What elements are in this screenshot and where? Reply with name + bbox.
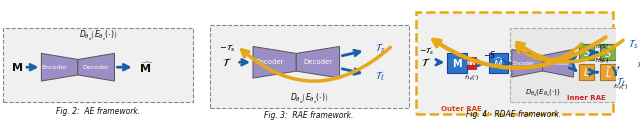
- Text: Outer RAE: Outer RAE: [442, 106, 482, 112]
- Text: $\tilde{L}$: $\tilde{L}$: [605, 65, 611, 80]
- Text: $f_{2_\theta}(\cdot)$: $f_{2_\theta}(\cdot)$: [612, 82, 628, 92]
- Text: $\mathcal{T}$: $\mathcal{T}$: [222, 56, 232, 68]
- Polygon shape: [78, 53, 115, 81]
- Text: $\mathcal{H}(S)$: $\mathcal{H}(S)$: [593, 42, 609, 51]
- FancyBboxPatch shape: [3, 28, 193, 102]
- Text: $D_{\theta_d}\left(E_{\theta_e}\left(\cdot\right)\right)$: $D_{\theta_d}\left(E_{\theta_e}\left(\cd…: [79, 28, 117, 42]
- FancyBboxPatch shape: [579, 45, 595, 60]
- Text: $D_{\theta_d}\left(E_{\theta_e}\left(\cdot\right)\right)$: $D_{\theta_d}\left(E_{\theta_e}\left(\cd…: [290, 91, 328, 105]
- Text: $-\mathcal{T}_s$: $-\mathcal{T}_s$: [419, 46, 434, 57]
- Text: Decoder: Decoder: [303, 59, 332, 65]
- Polygon shape: [42, 53, 78, 81]
- Text: $D_{\theta_d}\left(E_{\theta_e}\left(\cdot\right)\right)$: $D_{\theta_d}\left(E_{\theta_e}\left(\cd…: [525, 88, 560, 99]
- FancyBboxPatch shape: [510, 28, 633, 102]
- Text: $\mathbf{M}$: $\mathbf{M}$: [12, 61, 23, 73]
- FancyBboxPatch shape: [616, 64, 625, 76]
- Text: Fig. 4:  RDAE framework.: Fig. 4: RDAE framework.: [466, 110, 561, 119]
- Text: NN: NN: [616, 68, 625, 73]
- Text: $\mathcal{H}(L)$: $\mathcal{H}(L)$: [594, 56, 609, 65]
- FancyBboxPatch shape: [600, 45, 616, 60]
- Text: Decoder: Decoder: [82, 65, 109, 70]
- FancyBboxPatch shape: [489, 53, 508, 73]
- Text: Encoder: Encoder: [255, 59, 284, 65]
- Text: $\widehat{M}$: $\widehat{M}$: [493, 56, 504, 71]
- Text: Encoder: Encoder: [512, 61, 534, 66]
- FancyBboxPatch shape: [210, 25, 409, 108]
- FancyBboxPatch shape: [600, 64, 616, 80]
- Text: Inner RAE: Inner RAE: [568, 95, 606, 101]
- FancyBboxPatch shape: [579, 64, 595, 80]
- Text: $\mathcal{T}_s$: $\mathcal{T}_s$: [628, 38, 638, 51]
- Text: Encoder: Encoder: [41, 65, 67, 70]
- Text: $\mathbf{M}$: $\mathbf{M}$: [452, 57, 462, 69]
- Text: $L$: $L$: [584, 66, 590, 78]
- Text: Fig. 2:  AE framework.: Fig. 2: AE framework.: [56, 107, 140, 116]
- Polygon shape: [543, 49, 573, 77]
- FancyBboxPatch shape: [447, 53, 467, 73]
- Text: $\widehat{\mathbf{M}}$: $\widehat{\mathbf{M}}$: [139, 60, 154, 75]
- Text: $f_{1_\theta}(\cdot)$: $f_{1_\theta}(\cdot)$: [463, 73, 479, 83]
- Polygon shape: [253, 46, 296, 78]
- FancyBboxPatch shape: [467, 57, 476, 69]
- Polygon shape: [512, 49, 543, 77]
- Text: $\mathcal{T}_\ell$: $\mathcal{T}_\ell$: [616, 75, 625, 89]
- Text: Fig. 3:  RAE framework.: Fig. 3: RAE framework.: [264, 111, 353, 120]
- Text: NN: NN: [467, 61, 476, 66]
- FancyBboxPatch shape: [415, 12, 612, 114]
- Text: $\tilde{S}$: $\tilde{S}$: [604, 45, 612, 60]
- Text: $\mathcal{T}_\ell$: $\mathcal{T}_\ell$: [636, 60, 640, 71]
- Text: $\mathcal{T}$: $\mathcal{T}$: [421, 56, 431, 68]
- Text: $\mathcal{T}_s$: $\mathcal{T}_s$: [375, 42, 385, 55]
- Text: $S$: $S$: [583, 46, 591, 58]
- Text: $\mathcal{T}_\ell$: $\mathcal{T}_\ell$: [375, 69, 385, 83]
- Text: $-\mathcal{T}_s$: $-\mathcal{T}_s$: [219, 43, 235, 54]
- Text: $-S$: $-S$: [483, 49, 496, 60]
- Polygon shape: [296, 46, 340, 78]
- Text: Decoder: Decoder: [547, 61, 570, 66]
